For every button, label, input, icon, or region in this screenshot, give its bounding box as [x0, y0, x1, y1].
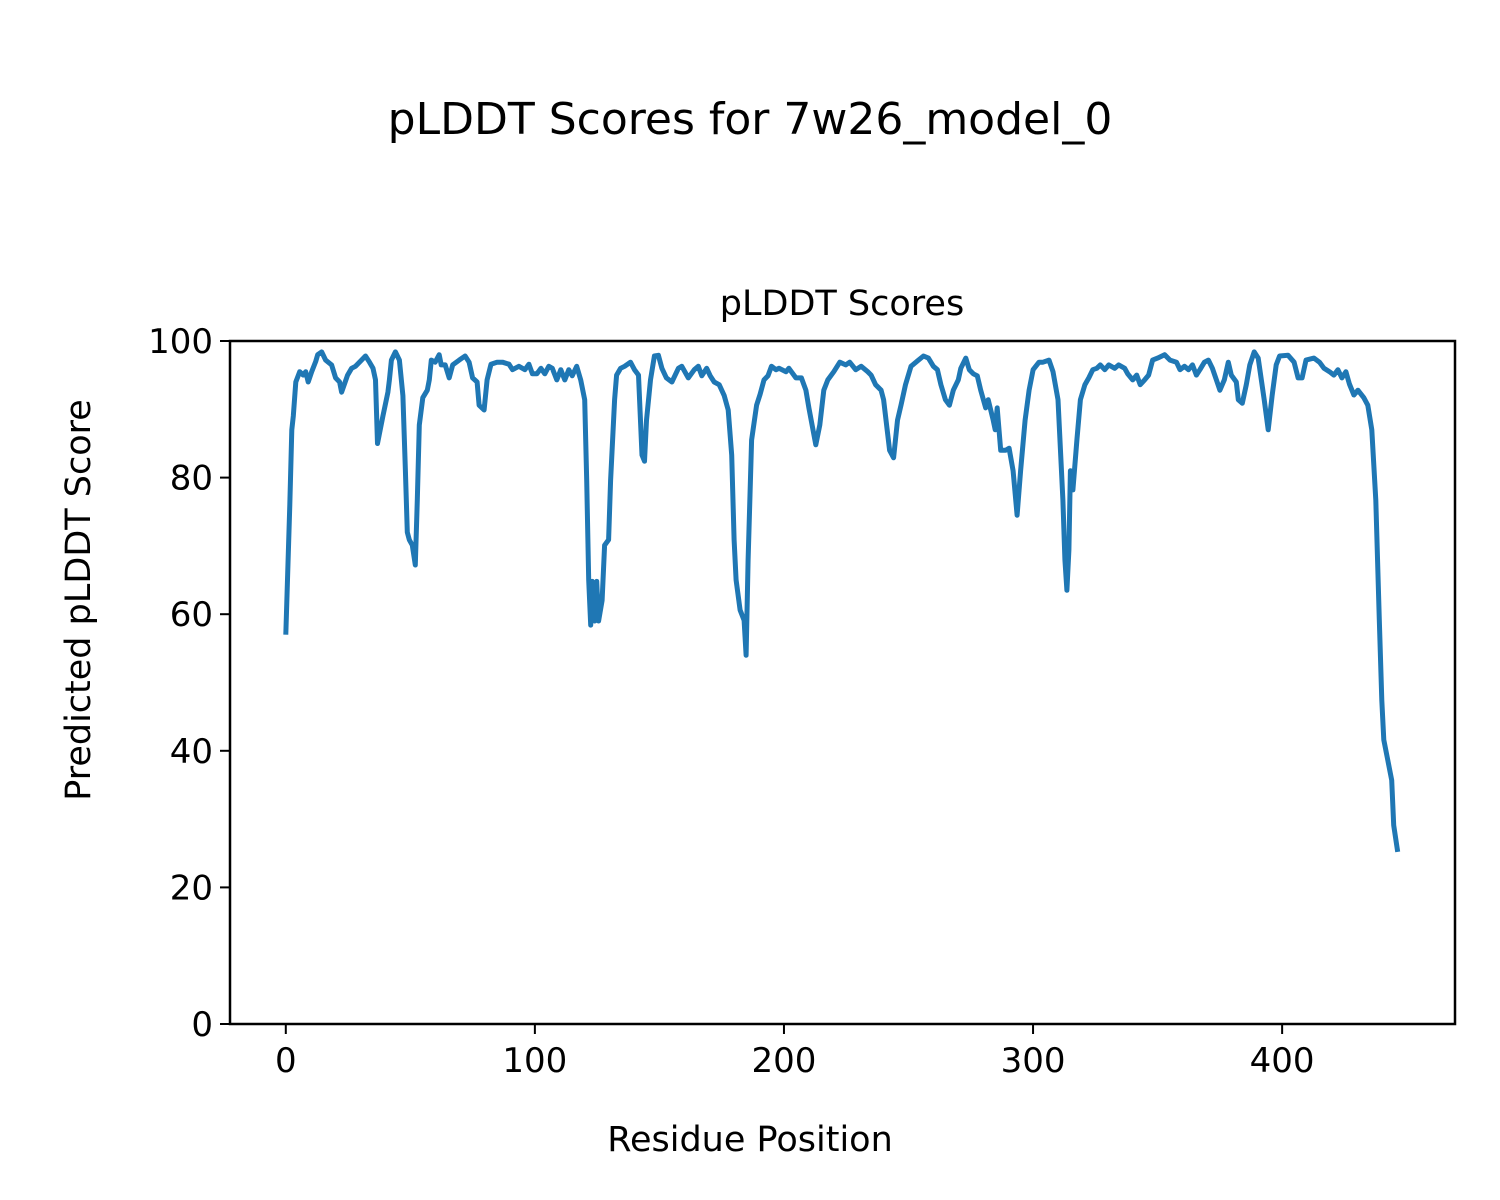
y-tick-label: 40 — [170, 732, 213, 772]
x-tick-label: 0 — [275, 1041, 297, 1081]
y-tick-label: 60 — [170, 595, 213, 635]
y-tick-label: 100 — [148, 322, 213, 362]
y-tick-label: 0 — [191, 1005, 213, 1045]
x-axis-label: Residue Position — [607, 1120, 893, 1160]
axes-title: pLDDT Scores — [720, 284, 964, 324]
figure-title: pLDDT Scores for 7w26_model_0 — [388, 94, 1113, 145]
axes-frame — [228, 339, 1457, 1026]
x-tick-label: 100 — [502, 1041, 567, 1081]
y-axis-label: Predicted pLDDT Score — [59, 399, 99, 801]
y-tick-label: 20 — [170, 868, 213, 908]
x-tick-label: 400 — [1250, 1041, 1315, 1081]
x-tick-label: 200 — [752, 1041, 817, 1081]
x-tick-label: 300 — [1001, 1041, 1066, 1081]
y-tick-label: 80 — [170, 459, 213, 499]
plddt-series-line — [283, 349, 1401, 853]
